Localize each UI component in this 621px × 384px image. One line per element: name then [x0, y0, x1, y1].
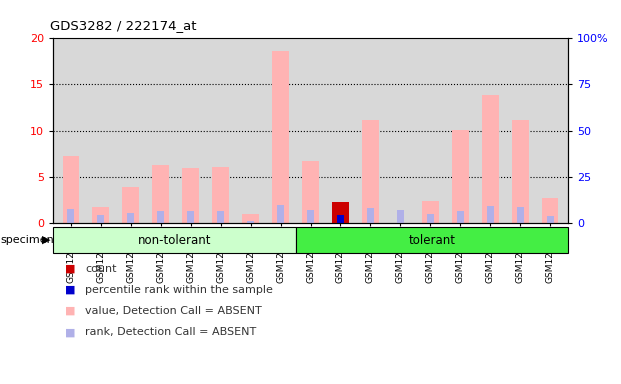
- Bar: [367, 208, 374, 223]
- Text: percentile rank within the sample: percentile rank within the sample: [85, 285, 273, 295]
- Bar: [53, 227, 296, 253]
- Bar: [542, 198, 558, 223]
- Bar: [277, 205, 284, 223]
- Text: specimen: specimen: [1, 235, 55, 245]
- Bar: [63, 156, 79, 223]
- Bar: [97, 215, 104, 223]
- Text: non-tolerant: non-tolerant: [137, 233, 211, 247]
- Bar: [512, 121, 528, 223]
- Bar: [332, 202, 349, 223]
- Bar: [127, 214, 134, 223]
- Text: ▶: ▶: [42, 235, 51, 245]
- Bar: [517, 207, 524, 223]
- Bar: [296, 227, 568, 253]
- Bar: [93, 207, 109, 223]
- Bar: [152, 165, 169, 223]
- Bar: [397, 210, 404, 223]
- Bar: [217, 212, 224, 223]
- Bar: [422, 200, 438, 223]
- Bar: [337, 215, 344, 223]
- Bar: [482, 94, 499, 223]
- Text: rank, Detection Call = ABSENT: rank, Detection Call = ABSENT: [85, 327, 256, 337]
- Text: tolerant: tolerant: [409, 233, 455, 247]
- Bar: [188, 211, 194, 223]
- Bar: [457, 210, 464, 223]
- Bar: [452, 130, 469, 223]
- Text: value, Detection Call = ABSENT: value, Detection Call = ABSENT: [85, 306, 262, 316]
- Bar: [307, 210, 314, 223]
- Bar: [487, 206, 494, 223]
- Text: ■: ■: [65, 285, 76, 295]
- Bar: [122, 187, 139, 223]
- Bar: [183, 168, 199, 223]
- Text: ■: ■: [65, 327, 76, 337]
- Bar: [212, 167, 229, 223]
- Bar: [362, 121, 379, 223]
- Text: count: count: [85, 264, 117, 274]
- Bar: [247, 221, 254, 223]
- Bar: [547, 216, 553, 223]
- Bar: [427, 214, 433, 223]
- Bar: [157, 211, 164, 223]
- Bar: [302, 161, 319, 223]
- Bar: [242, 214, 259, 223]
- Bar: [68, 209, 74, 223]
- Bar: [272, 51, 289, 223]
- Text: GDS3282 / 222174_at: GDS3282 / 222174_at: [50, 19, 196, 32]
- Text: ■: ■: [65, 306, 76, 316]
- Text: ■: ■: [65, 264, 76, 274]
